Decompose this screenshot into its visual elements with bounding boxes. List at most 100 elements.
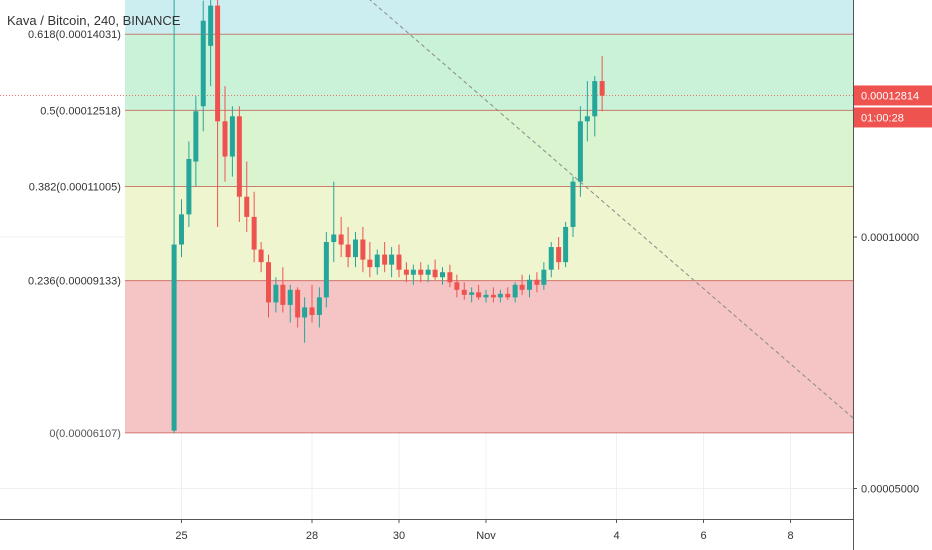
candle <box>563 221 569 268</box>
fib-level-label: 0.5(0.00012518) <box>40 105 121 117</box>
fib-level-label: 0.618(0.00014031) <box>28 29 121 41</box>
fib-labels: 0(0.00006107) 0.236(0.00009133) 0.382(0.00… <box>28 29 121 440</box>
trendline-group <box>125 0 870 433</box>
candle-body <box>410 269 416 275</box>
x-tick-label: 30 <box>393 530 405 542</box>
candle-body <box>469 292 475 295</box>
candle <box>527 274 532 298</box>
candle <box>302 297 308 343</box>
candle <box>316 287 322 328</box>
candle-body <box>519 284 525 290</box>
candle-body <box>534 279 540 285</box>
candle-body <box>490 294 496 298</box>
x-tick-label: 28 <box>306 530 318 542</box>
candle-body <box>251 216 257 250</box>
candle-body <box>461 289 467 295</box>
candle <box>360 226 366 273</box>
candle-body <box>222 121 228 157</box>
fib-band <box>124 110 869 187</box>
last-price-badge: 0.00012814 <box>854 85 932 106</box>
candle <box>440 267 445 285</box>
candle <box>244 161 250 232</box>
candle-body <box>287 289 293 305</box>
candle-body <box>454 282 460 290</box>
y-axis-panel[interactable] <box>853 0 932 550</box>
candle <box>287 284 293 323</box>
candle <box>389 247 395 278</box>
candle <box>208 0 214 87</box>
candle-body <box>497 293 503 298</box>
candle <box>273 277 279 313</box>
y-tick-labels: 0.000050000.000100000.000150000.00020000… <box>853 232 919 496</box>
candle-body <box>483 294 489 298</box>
candle-body <box>541 269 547 285</box>
candle-body <box>353 239 358 258</box>
trendline[interactable] <box>125 0 870 433</box>
candle-body <box>447 272 453 283</box>
candle-body <box>505 293 511 298</box>
x-tick-label: 25 <box>175 530 187 542</box>
candle-body <box>527 279 532 290</box>
fib-band <box>124 34 869 111</box>
candle <box>193 96 199 187</box>
candle-body <box>273 284 279 303</box>
candle <box>425 264 431 283</box>
candle-body <box>418 269 424 275</box>
candle <box>512 282 518 303</box>
candle <box>519 274 525 295</box>
candle-body <box>200 20 206 107</box>
candle <box>251 191 257 263</box>
candle <box>447 264 453 288</box>
candle-body <box>193 111 199 162</box>
candle-body <box>563 226 569 263</box>
candle <box>345 226 351 268</box>
candle-body <box>360 239 366 260</box>
fib-level-label: 0.236(0.00009133) <box>28 276 121 288</box>
candle <box>577 106 583 197</box>
candle <box>461 282 467 300</box>
candle-body <box>309 307 315 315</box>
candle-body <box>570 181 576 227</box>
candle-body <box>208 5 214 46</box>
candle-body <box>584 116 590 122</box>
y-tick-label: 0.00005000 <box>861 484 919 496</box>
candle-body <box>476 292 482 298</box>
candle <box>374 249 380 275</box>
candle <box>403 262 409 283</box>
candle-body <box>556 247 562 263</box>
candle-body <box>592 81 598 117</box>
x-axis-panel[interactable] <box>0 519 853 550</box>
candle <box>541 262 547 290</box>
fib-retracement[interactable] <box>124 0 869 434</box>
candle-body <box>599 81 605 96</box>
candle-body <box>236 116 242 197</box>
countdown-badge-bg <box>854 107 932 128</box>
candle-body <box>374 254 380 268</box>
candle <box>367 242 373 278</box>
candle <box>592 76 598 137</box>
candle-body <box>403 269 409 275</box>
candle <box>309 284 315 323</box>
candle <box>280 267 286 313</box>
candle-body <box>367 259 373 268</box>
chart-title: Kava / Bitcoin, 240, BINANCE <box>7 13 181 28</box>
candle <box>556 237 562 270</box>
fib-band <box>124 280 869 433</box>
candle <box>497 289 503 303</box>
candle-body <box>186 159 192 215</box>
candle-body <box>171 244 177 431</box>
candle <box>179 199 184 258</box>
x-tick-label: 6 <box>700 530 706 542</box>
candle-body <box>295 289 301 318</box>
candle-body <box>382 254 388 265</box>
candles <box>171 0 605 434</box>
candle-body <box>229 116 235 157</box>
candle-body <box>280 284 286 305</box>
candle-body <box>548 247 554 270</box>
candle <box>266 254 271 318</box>
candle <box>454 274 460 298</box>
candle <box>222 86 228 182</box>
